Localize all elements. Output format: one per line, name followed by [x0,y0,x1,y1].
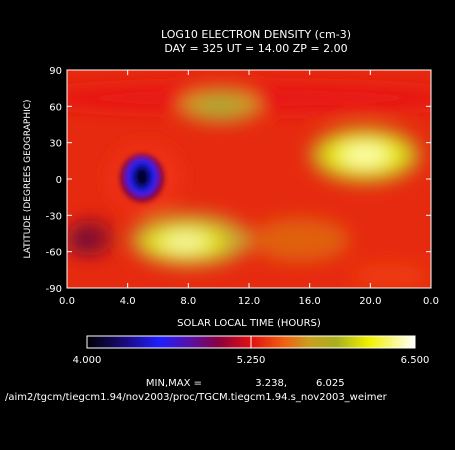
x-tick-label: 4.0 [120,296,136,307]
chart-title: LOG10 ELECTRON DENSITY (cm-3) [161,28,351,41]
y-axis-label: LATITUDE (DEGREES GEOGRAPHIC) [23,99,33,258]
max-value: 6.025 [316,378,345,389]
min-max-label: MIN,MAX = [146,378,202,389]
x-tick-label: 0.0 [423,296,439,307]
x-tick-label: 20.0 [359,296,381,307]
y-tick-label: -60 [46,248,62,259]
min-value: 3.238, [255,378,287,389]
y-tick-label: 30 [49,139,62,150]
y-tick-label: 60 [49,102,62,113]
x-tick-label: 0.0 [59,296,75,307]
chart-subtitle: DAY = 325 UT = 14.00 ZP = 2.00 [164,42,347,55]
colorbar-max-label: 6.500 [401,355,430,366]
x-axis: 0.0 4.0 8.0 12.0 16.0 20.0 0.0 [59,70,439,307]
colorbar-mid-label: 5.250 [237,355,266,366]
y-tick-label: 0 [56,175,62,186]
y-tick-label: -30 [46,211,62,222]
y-tick-label: 90 [49,66,62,77]
colorbar-min-label: 4.000 [73,355,102,366]
x-tick-label: 12.0 [238,296,260,307]
x-tick-label: 8.0 [180,296,196,307]
x-axis-label: SOLAR LOCAL TIME (HOURS) [177,318,321,329]
footer-path: /aim2/tgcm/tiegcm1.94/nov2003/proc/TGCM.… [5,392,388,403]
x-tick-label: 16.0 [299,296,321,307]
heatmap-field [67,70,431,288]
y-axis: 90 60 30 0 -30 -60 -90 [46,66,431,295]
y-tick-label: -90 [46,284,62,295]
